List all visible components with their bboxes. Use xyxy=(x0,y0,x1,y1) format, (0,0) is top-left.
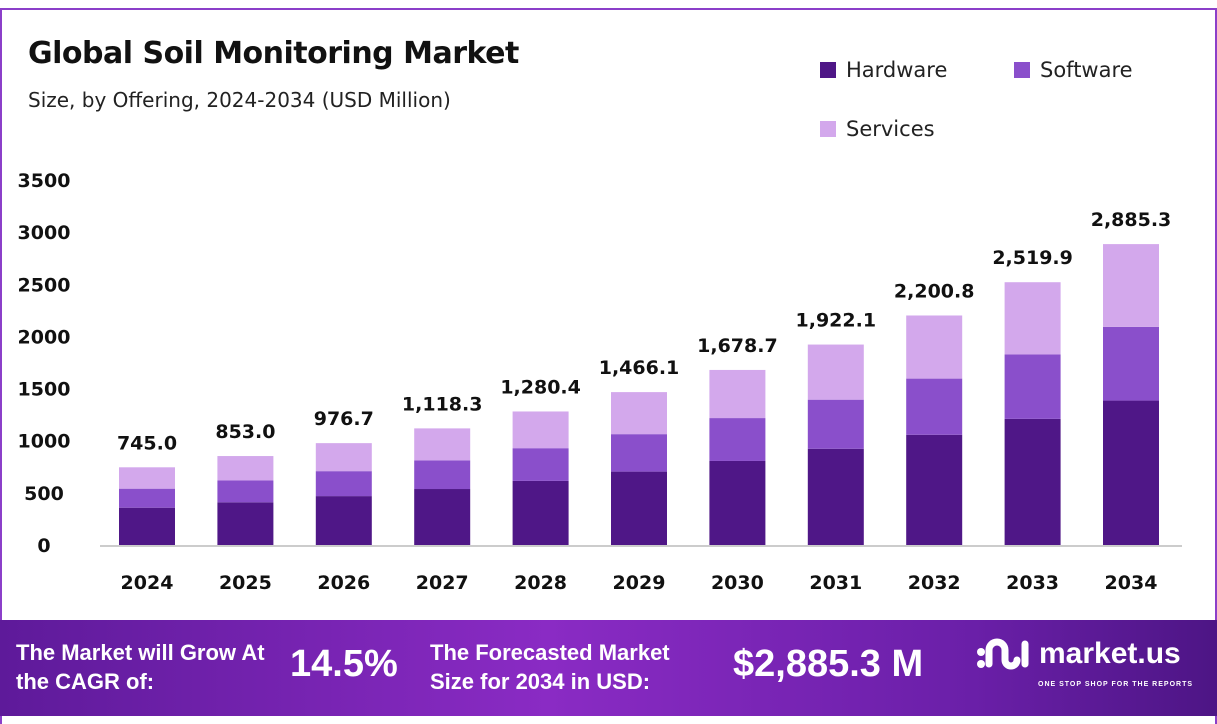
y-tick-label: 1500 xyxy=(18,379,71,401)
bar-segment-software xyxy=(119,488,175,508)
x-tick-label: 2034 xyxy=(1105,572,1158,594)
bar-chart: 0 500 1000 1500 2000 2500 3000 3500 745.0 2024 853… xyxy=(18,170,1182,594)
total-data-label: 976.7 xyxy=(314,408,374,430)
bar-segment-services xyxy=(1103,244,1159,327)
brand-name: market.us xyxy=(1039,637,1181,670)
total-data-label: 1,922.1 xyxy=(796,310,877,332)
bar-segment-hardware xyxy=(1103,400,1159,545)
bar-segment-software xyxy=(512,448,569,481)
forecast-label: The Forecasted Market Size for 2034 in U… xyxy=(430,640,670,694)
legend-swatch xyxy=(820,62,836,78)
x-tick-label: 2032 xyxy=(908,572,961,594)
bar-segment-services xyxy=(807,344,864,400)
bar-segment-software xyxy=(1004,354,1061,419)
x-tick-label: 2026 xyxy=(317,572,370,594)
legend-label: Software xyxy=(1040,58,1133,82)
x-tick-label: 2024 xyxy=(121,572,174,594)
bar-segment-software xyxy=(906,378,963,435)
y-tick-label: 2500 xyxy=(18,274,71,296)
y-tick-label: 3500 xyxy=(18,170,71,192)
legend-software: Software xyxy=(1014,58,1133,82)
y-tick-label: 0 xyxy=(37,535,50,557)
x-tick-label: 2028 xyxy=(514,572,567,594)
bar-segment-hardware xyxy=(119,507,175,545)
bar-segment-hardware xyxy=(807,448,864,545)
chart-subtitle: Size, by Offering, 2024-2034 (USD Millio… xyxy=(28,88,451,112)
total-data-label: 2,519.9 xyxy=(992,247,1073,269)
bar-segment-services xyxy=(414,428,471,461)
bar-segment-services xyxy=(315,443,372,472)
total-data-label: 1,678.7 xyxy=(697,335,778,357)
y-tick-label: 3000 xyxy=(18,222,71,244)
bar-segment-services xyxy=(611,392,667,435)
total-data-label: 2,885.3 xyxy=(1091,209,1172,231)
y-tick-label: 500 xyxy=(24,483,64,505)
bar-segment-services xyxy=(906,315,963,379)
bar-segment-software xyxy=(217,480,274,503)
total-data-label: 1,118.3 xyxy=(402,393,483,415)
footer-banner: The Market will Grow At the CAGR of: 14.… xyxy=(0,620,1217,716)
brand-tagline: ONE STOP SHOP FOR THE REPORTS xyxy=(1038,681,1194,688)
y-tick-label: 1000 xyxy=(18,431,71,453)
bar-segment-hardware xyxy=(1004,418,1061,545)
total-data-label: 1,280.4 xyxy=(500,376,581,398)
bar-segment-software xyxy=(1103,326,1159,401)
bar-segment-services xyxy=(119,467,175,489)
bar-segment-hardware xyxy=(414,489,471,545)
total-data-label: 2,200.8 xyxy=(894,280,975,302)
bar-segment-services xyxy=(709,369,766,419)
bar-segment-hardware xyxy=(315,496,372,545)
cagr-label: The Market will Grow At the CAGR of: xyxy=(16,640,265,694)
y-tick-label: 2000 xyxy=(18,326,71,348)
bar-segment-services xyxy=(217,456,274,481)
bar-segment-hardware xyxy=(217,502,274,545)
x-tick-label: 2033 xyxy=(1006,572,1059,594)
legend-swatch xyxy=(820,121,836,137)
legend-swatch xyxy=(1014,62,1030,78)
x-tick-label: 2030 xyxy=(711,572,764,594)
bar-segment-software xyxy=(709,418,766,461)
bar-segment-hardware xyxy=(906,434,963,545)
x-tick-label: 2025 xyxy=(219,572,272,594)
total-data-label: 745.0 xyxy=(117,432,177,454)
bar-segment-hardware xyxy=(709,460,766,545)
bar-segment-software xyxy=(807,399,864,449)
total-data-label: 1,466.1 xyxy=(599,357,680,379)
cagr-value: 14.5% xyxy=(290,643,398,685)
x-tick-label: 2029 xyxy=(613,572,666,594)
bar-segment-software xyxy=(414,460,471,490)
bar-segment-hardware xyxy=(611,471,667,545)
chart-frame xyxy=(0,8,1217,724)
total-data-label: 853.0 xyxy=(215,421,275,443)
x-tick-label: 2031 xyxy=(809,572,862,594)
legend-label: Hardware xyxy=(846,58,948,82)
chart-title: Global Soil Monitoring Market xyxy=(28,36,519,71)
bar-segment-software xyxy=(315,471,372,497)
forecast-value: $2,885.3 M xyxy=(733,643,924,685)
brand-logo: market.us xyxy=(975,634,1181,674)
legend-services: Services xyxy=(820,117,935,141)
legend-label: Services xyxy=(846,117,935,141)
bar-segment-software xyxy=(611,434,667,472)
bar-segment-services xyxy=(512,411,569,449)
bar-segment-services xyxy=(1004,282,1061,355)
x-tick-label: 2027 xyxy=(416,572,469,594)
legend-hardware: Hardware xyxy=(820,58,947,82)
bar-segment-hardware xyxy=(512,480,569,545)
logo-icon xyxy=(977,638,1029,670)
